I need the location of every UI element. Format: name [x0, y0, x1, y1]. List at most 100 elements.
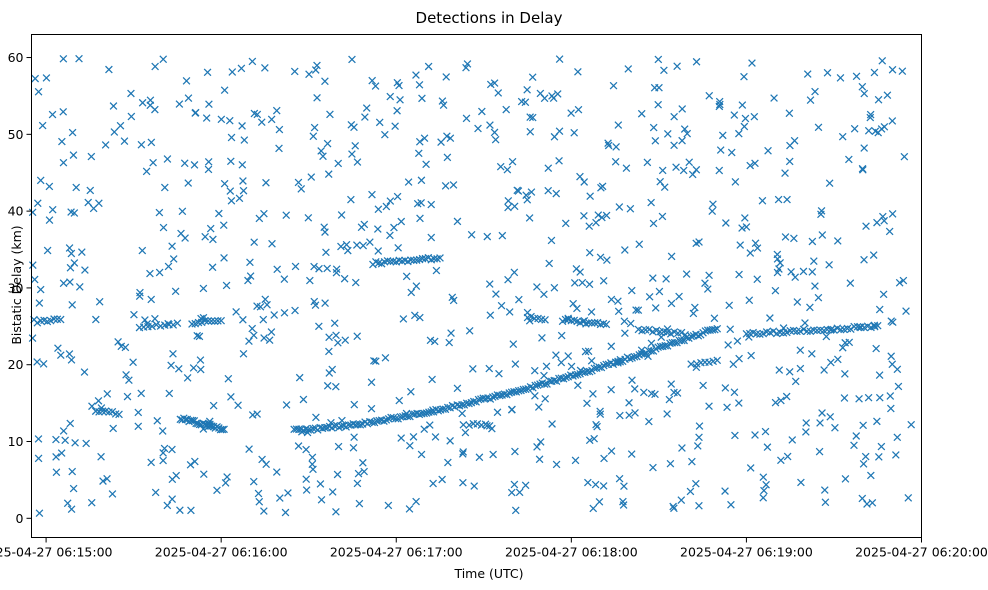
clutter-point [353, 158, 362, 166]
clutter-point [267, 328, 276, 336]
clutter-point [502, 105, 511, 114]
clutter-point [81, 266, 89, 274]
clutter-point [315, 322, 323, 331]
clutter-point [587, 308, 596, 316]
clutter-point [67, 356, 76, 364]
clutter-point [859, 460, 868, 468]
clutter-point [28, 334, 37, 342]
clutter-point [818, 409, 826, 417]
clutter-point [705, 271, 713, 280]
clutter-point [88, 402, 96, 411]
clutter-point [665, 395, 674, 404]
clutter-point [151, 62, 159, 71]
clutter-point [380, 130, 389, 139]
clutter-point [175, 100, 184, 108]
clutter-point [416, 214, 424, 223]
clutter-point [521, 481, 530, 490]
clutter-point [625, 398, 633, 407]
clutter-point [36, 285, 45, 294]
clutter-point [615, 474, 624, 483]
clutter-point [146, 101, 155, 110]
clutter-point [585, 280, 594, 289]
clutter-point [801, 319, 809, 327]
clutter-point [134, 422, 143, 431]
track-point [677, 336, 686, 345]
clutter-point [489, 450, 497, 459]
clutter-point [362, 104, 371, 112]
clutter-point [771, 398, 780, 407]
clutter-point [541, 395, 550, 403]
track-point [521, 385, 530, 394]
clutter-point [280, 275, 289, 283]
clutter-point [260, 209, 268, 218]
clutter-point [864, 393, 873, 402]
clutter-point [786, 141, 794, 150]
clutter-point [574, 105, 583, 114]
clutter-point [587, 356, 596, 365]
clutter-point [407, 387, 415, 396]
clutter-point [239, 177, 247, 185]
clutter-point [856, 323, 864, 331]
clutter-point [576, 172, 584, 181]
clutter-point [184, 94, 193, 102]
clutter-point [54, 344, 62, 353]
clutter-point [735, 270, 743, 279]
clutter-point [203, 68, 212, 77]
clutter-point [206, 420, 214, 429]
clutter-point [734, 399, 743, 407]
clutter-point [785, 109, 794, 118]
clutter-point [39, 360, 48, 368]
clutter-point [888, 210, 897, 218]
clutter-point [109, 102, 118, 110]
clutter-point [703, 285, 712, 293]
clutter-point [68, 128, 77, 137]
track-point [422, 409, 431, 417]
clutter-point [180, 159, 189, 168]
clutter-point [557, 331, 566, 340]
clutter-point [35, 509, 44, 517]
clutter-point [846, 279, 855, 287]
track-point [458, 400, 466, 409]
clutter-point [240, 136, 249, 144]
clutter-point [634, 306, 643, 315]
clutter-point [334, 442, 343, 451]
clutter-point [360, 467, 368, 476]
clutter-point [213, 486, 221, 495]
clutter-point [670, 388, 678, 397]
clutter-point [182, 77, 191, 85]
clutter-point [485, 364, 494, 373]
track-point [53, 315, 62, 324]
clutter-point [349, 443, 358, 452]
clutter-point [310, 297, 319, 306]
clutter-point [612, 143, 620, 151]
clutter-point [775, 366, 784, 374]
track-point [512, 388, 521, 396]
clutter-point [609, 81, 618, 90]
clutter-point [444, 458, 452, 467]
clutter-point [483, 421, 491, 430]
track-point [645, 325, 654, 334]
clutter-point [330, 319, 339, 328]
clutter-point [886, 392, 895, 400]
clutter-point [726, 325, 735, 334]
clutter-point [323, 381, 332, 390]
clutter-point [275, 494, 284, 502]
x-tick-label: 2025-04-27 06:19:00 [680, 545, 813, 560]
clutter-point [552, 460, 561, 469]
clutter-point [807, 349, 816, 358]
clutter-point [637, 109, 646, 118]
clutter-point [647, 339, 656, 348]
clutter-point [600, 454, 608, 463]
clutter-point [823, 68, 832, 77]
track-point [517, 386, 525, 395]
clutter-point [869, 251, 878, 259]
clutter-point [393, 192, 402, 201]
clutter-point [793, 298, 802, 306]
clutter-point [65, 244, 74, 252]
clutter-point [458, 409, 466, 418]
clutter-point [860, 89, 869, 98]
clutter-point [366, 238, 374, 246]
clutter-point [788, 436, 797, 444]
clutter-point [490, 79, 499, 87]
track-point [585, 367, 594, 376]
